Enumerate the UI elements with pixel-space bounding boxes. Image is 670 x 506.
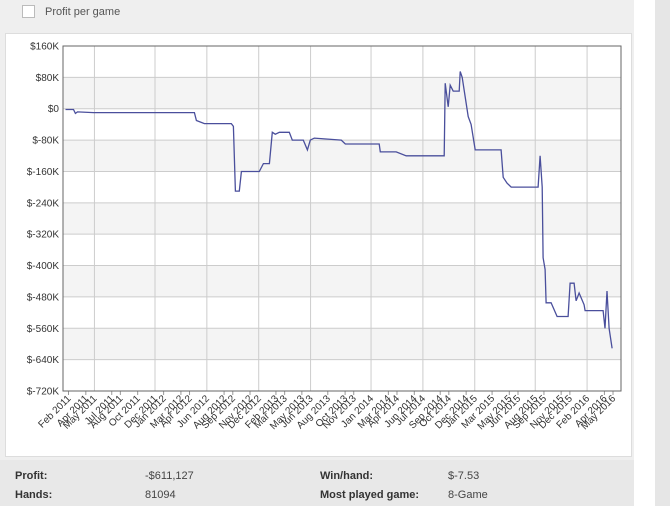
grid-band (63, 328, 621, 360)
grid-band (63, 265, 621, 297)
y-tick-label: $-320K (27, 230, 60, 241)
y-tick-label: $-240K (27, 198, 60, 209)
data-line (65, 71, 613, 349)
toggle-label: Profit per game (45, 5, 121, 18)
checkbox[interactable] (22, 5, 35, 18)
toggle[interactable]: Profit per game (22, 5, 120, 18)
y-tick-label: $-160K (27, 167, 60, 178)
y-tick-label: $0 (48, 104, 60, 115)
stats: Profit: -$611,127 Win/hand: $-7.53 Hands: 810… (0, 460, 634, 506)
stat-value: 8-Game (448, 489, 488, 501)
grid-band (63, 140, 621, 172)
y-tick-label: $80K (36, 73, 60, 84)
y-tick-label: $-480K (27, 292, 60, 303)
stat-label: Win/hand: (320, 470, 374, 482)
plot-border (62, 45, 622, 392)
y-tick-label: $160K (30, 42, 59, 53)
stat-label: Hands: (15, 489, 53, 501)
stat-value: $-7.53 (448, 470, 480, 482)
y-tick-label: $-400K (27, 261, 60, 272)
grid-band (63, 202, 621, 235)
chart-box: $160K $80K $0 $-80K $-160K $-240K $-320K $-400K… (5, 33, 632, 457)
stat-value: -$611,127 (145, 470, 194, 482)
grid-band (63, 77, 621, 109)
stat-label: Most played game: (320, 489, 420, 501)
y-tick-label: $-640K (27, 355, 60, 366)
y-tick-label: $-80K (32, 136, 59, 147)
stat-value: 81094 (145, 489, 176, 501)
stat-label: Profit: (15, 470, 48, 482)
chart: $160K $80K $0 $-80K $-160K $-240K $-320K $-400K… (27, 42, 622, 432)
scrollbar[interactable] (655, 0, 670, 506)
y-tick-label: $-560K (27, 324, 60, 335)
y-tick-label: $-720K (27, 387, 60, 398)
